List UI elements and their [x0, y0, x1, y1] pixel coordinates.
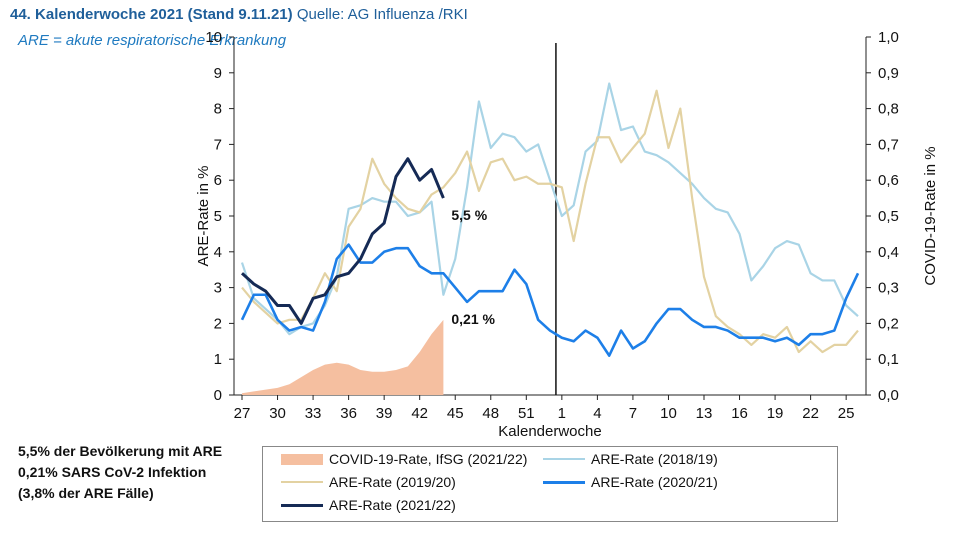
x-tick-label: 25 — [838, 405, 855, 422]
x-tick-label: 48 — [482, 405, 499, 422]
right-tick-label: 0,4 — [878, 244, 899, 261]
series-line-2021 — [240, 157, 445, 325]
x-tick-label: 13 — [696, 405, 713, 422]
right-tick-label: 0,9 — [878, 65, 899, 82]
legend-item-covid: COVID-19-Rate, IfSG (2021/22) — [281, 451, 527, 467]
chart-legend: COVID-19-Rate, IfSG (2021/22) ARE-Rate (… — [262, 446, 838, 522]
left-tick-label: 5 — [214, 208, 222, 225]
left-tick-label: 6 — [214, 172, 222, 189]
annotation-label: 0,21 % — [451, 311, 495, 327]
right-tick-label: 0,5 — [878, 208, 899, 225]
x-tick-label: 42 — [411, 405, 428, 422]
legend-label: COVID-19-Rate, IfSG (2021/22) — [329, 451, 528, 467]
series-line-2020 — [240, 243, 860, 357]
x-tick-label: 19 — [767, 405, 784, 422]
x-tick-label: 33 — [305, 405, 322, 422]
legend-item-2018: ARE-Rate (2018/19) — [543, 451, 718, 467]
right-tick-label: 1,0 — [878, 29, 899, 46]
right-tick-label: 0,6 — [878, 172, 899, 189]
x-axis-title: Kalenderwoche — [498, 423, 601, 440]
legend-swatch — [543, 458, 585, 460]
chart-title: 44. Kalenderwoche 2021 (Stand 9.11.21) — [10, 6, 293, 23]
note-line: 0,21% SARS CoV-2 Infektion — [18, 464, 207, 480]
x-tick-label: 39 — [376, 405, 393, 422]
series-line-2019 — [241, 89, 859, 354]
x-tick-label: 45 — [447, 405, 464, 422]
legend-label: ARE-Rate (2020/21) — [591, 474, 718, 490]
legend-swatch — [543, 480, 585, 484]
right-tick-label: 0,7 — [878, 136, 899, 153]
left-tick-label: 1 — [214, 351, 222, 368]
left-tick-label: 10 — [205, 29, 222, 46]
note-line: (3,8% der ARE Fälle) — [18, 485, 154, 501]
x-tick-label: 16 — [731, 405, 748, 422]
left-tick-label: 4 — [214, 244, 222, 261]
left-tick-label: 8 — [214, 101, 222, 118]
right-tick-label: 0,3 — [878, 280, 899, 297]
legend-label: ARE-Rate (2018/19) — [591, 451, 718, 467]
x-tick-label: 36 — [340, 405, 357, 422]
legend-swatch — [281, 503, 323, 507]
x-tick-label: 10 — [660, 405, 677, 422]
legend-item-2020: ARE-Rate (2020/21) — [543, 474, 718, 490]
legend-swatch — [281, 481, 323, 483]
x-tick-label: 22 — [802, 405, 819, 422]
left-tick-label: 0 — [214, 387, 222, 404]
legend-item-2019: ARE-Rate (2019/20) — [281, 474, 456, 490]
note-line: 5,5% der Bevölkerung mit ARE — [18, 443, 223, 459]
right-tick-label: 0,8 — [878, 101, 899, 118]
x-tick-label: 30 — [269, 405, 286, 422]
series-line-2018 — [240, 82, 859, 336]
left-tick-label: 9 — [214, 65, 222, 82]
left-tick-label: 2 — [214, 315, 222, 332]
x-tick-label: 51 — [518, 405, 535, 422]
source-label: Quelle: AG Influenza /RKI — [296, 6, 468, 23]
legend-swatch — [281, 453, 323, 465]
right-tick-label: 0,0 — [878, 387, 899, 404]
right-tick-label: 0,1 — [878, 351, 899, 368]
legend-label: ARE-Rate (2019/20) — [329, 474, 456, 490]
x-tick-label: 7 — [629, 405, 637, 422]
notes-box: 5,5% der Bevölkerung mit ARE 0,21% SARS … — [18, 441, 222, 504]
left-axis-title: ARE-Rate in % — [195, 166, 212, 267]
header: 44. Kalenderwoche 2021 (Stand 9.11.21) Q… — [10, 6, 468, 24]
left-tick-label: 7 — [214, 136, 222, 153]
left-tick-label: 3 — [214, 280, 222, 297]
legend-item-2021: ARE-Rate (2021/22) — [281, 497, 456, 513]
right-axis-title: COVID-19-Rate in % — [922, 146, 939, 285]
covid-rate-area — [242, 319, 444, 395]
chart-subtitle: ARE = akute respiratorische Erkrankung — [18, 32, 287, 49]
x-tick-label: 4 — [593, 405, 601, 422]
right-tick-label: 0,2 — [878, 315, 899, 332]
x-tick-label: 27 — [234, 405, 251, 422]
legend-label: ARE-Rate (2021/22) — [329, 497, 456, 513]
annotation-label: 5,5 % — [451, 207, 487, 223]
x-tick-label: 1 — [558, 405, 566, 422]
